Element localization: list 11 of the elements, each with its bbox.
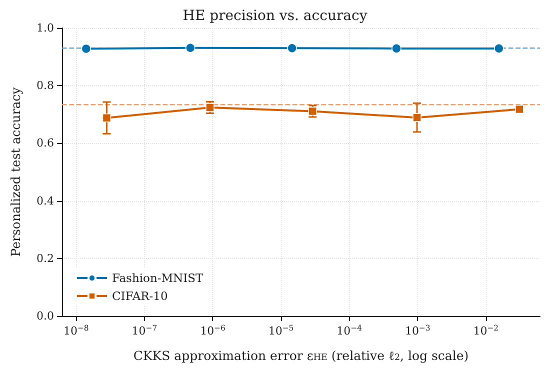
y-tick-label: 0.8 xyxy=(36,79,54,92)
y-tick-label: 0.6 xyxy=(36,136,54,150)
y-axis-title: Personalized test accuracy xyxy=(8,86,23,257)
legend-label: Fashion-MNIST xyxy=(112,271,204,285)
chart-title: HE precision vs. accuracy xyxy=(182,8,368,24)
y-tick-label: 0.4 xyxy=(36,194,54,208)
y-tick-label: 0.0 xyxy=(36,310,54,322)
y-tick-label: 0.2 xyxy=(36,252,54,265)
x-axis-title: CKKS approximation error εHE (relative ℓ2, log scale) xyxy=(133,348,469,364)
y-tick-label: 1.0 xyxy=(36,22,54,34)
legend-label: CIFAR-10 xyxy=(112,289,168,303)
